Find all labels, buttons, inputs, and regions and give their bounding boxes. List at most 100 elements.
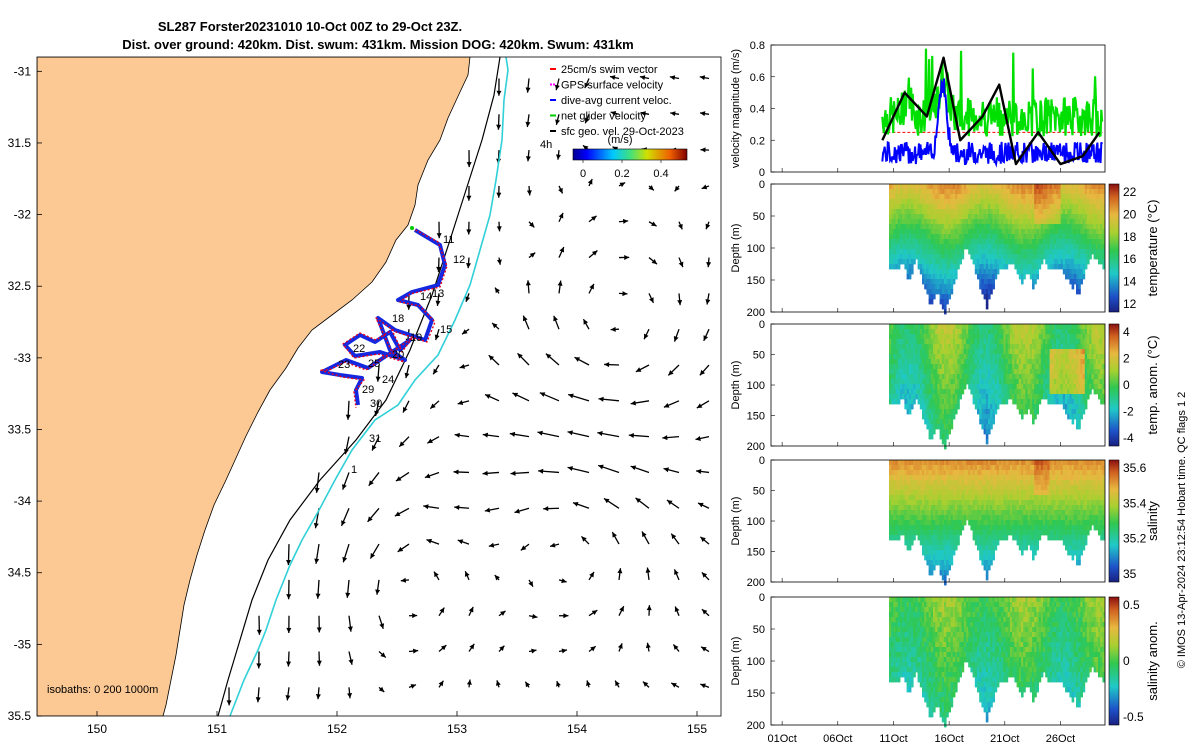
map-y-tick: -33 bbox=[14, 351, 32, 365]
salinity-cbar-tick: 35.4 bbox=[1123, 496, 1147, 510]
legend-entry: net glider velocity bbox=[561, 111, 646, 123]
sal_anom-y-tick: 0 bbox=[759, 592, 765, 604]
map-x-tick: 154 bbox=[567, 722, 587, 736]
salinity-ylabel: Depth (m) bbox=[730, 497, 742, 546]
speed-colorbar bbox=[572, 148, 688, 161]
day-label: 22 bbox=[353, 343, 365, 355]
isobath-1000m bbox=[229, 57, 509, 716]
legend-entry: 25cm/s swim vector bbox=[561, 64, 658, 76]
map-y-tick: 32.5 bbox=[8, 279, 32, 293]
day-label: 14 bbox=[420, 291, 432, 303]
sal_anom-cbar-tick: 0.5 bbox=[1123, 598, 1140, 612]
temp_anom-y-tick: 0 bbox=[759, 319, 765, 331]
colorbar-label: (m/s) bbox=[607, 134, 632, 146]
temperature-y-tick: 0 bbox=[759, 179, 765, 191]
sal_anom-y-tick: 50 bbox=[753, 624, 765, 636]
sal_anom-y-tick: 200 bbox=[747, 720, 765, 732]
velocity-y-tick: 0 bbox=[759, 167, 765, 179]
time-x-tick: 06Oct bbox=[823, 733, 852, 745]
isobaths-label: isobaths: 0 200 1000m bbox=[47, 684, 158, 696]
title-line-2: Dist. over ground: 420km. Dist. swum: 43… bbox=[122, 37, 634, 52]
velocity-y-tick: 0.2 bbox=[750, 135, 765, 147]
temperature-ylabel: Depth (m) bbox=[730, 224, 742, 273]
time-series-panels: 0 0.2 0.4 0.6 0.8 velocity magnitude (m/s) 0 50… bbox=[730, 40, 1160, 745]
temperature-cbar-tick: 20 bbox=[1123, 207, 1137, 221]
map-y-tick: 34.5 bbox=[8, 566, 32, 580]
day-label: 15 bbox=[440, 324, 452, 336]
temperature-colorbar bbox=[1108, 183, 1120, 313]
map-y-tick: -31 bbox=[14, 64, 32, 78]
time-x-tick: 11Oct bbox=[879, 733, 908, 745]
colorbar-tick: 0.4 bbox=[653, 168, 668, 180]
temperature-cbar-tick: 12 bbox=[1123, 297, 1137, 311]
salinity-cbar-tick: 35.6 bbox=[1123, 461, 1147, 475]
isobath-200m bbox=[217, 57, 501, 716]
colorbar-tick: 0.2 bbox=[614, 168, 629, 180]
map-x-tick: 153 bbox=[447, 722, 467, 736]
temp_anom-y-tick: 200 bbox=[747, 441, 765, 453]
temperature-cbar-tick: 14 bbox=[1123, 275, 1137, 289]
map-y-tick: -35 bbox=[14, 637, 32, 651]
panel-velocity: 0 0.2 0.4 0.6 0.8 velocity magnitude (m/s) bbox=[730, 40, 1106, 179]
salinity-cbar-label: salinity bbox=[1145, 501, 1160, 541]
map-y-tick: -34 bbox=[14, 494, 32, 508]
temp_anom-cbar-tick: 4 bbox=[1123, 325, 1130, 339]
temp_anom-cbar-tick: -4 bbox=[1123, 431, 1134, 445]
velocity-y-tick: 0.8 bbox=[750, 40, 765, 52]
temp_anom-ylabel: Depth (m) bbox=[730, 361, 742, 410]
salinity-cbar-tick: 35 bbox=[1123, 567, 1137, 581]
day-label: 23 bbox=[338, 359, 350, 371]
series-sfc-geo-vel bbox=[881, 56, 1101, 166]
temp_anom-cbar-tick: -2 bbox=[1123, 405, 1134, 419]
salinity-y-tick: 50 bbox=[753, 486, 765, 498]
temp_anom-colorbar bbox=[1108, 323, 1120, 447]
map-legend: 25cm/s swim vector GPS surface velocity di… bbox=[550, 64, 684, 138]
day-label: 13 bbox=[432, 288, 444, 300]
time-label: 4h bbox=[540, 139, 552, 151]
day-label: 24 bbox=[382, 374, 394, 386]
time-x-tick: 21Oct bbox=[990, 733, 1019, 745]
temp_anom-cbar-tick: 2 bbox=[1123, 352, 1130, 366]
panel-temp_anom: 0 50 100 150 200 Depth (m) 4 2 0 -2 -4 temp. anom. … bbox=[730, 319, 1160, 453]
salinity-y-tick: 200 bbox=[747, 577, 765, 589]
title-line-1: SL287 Forster20231010 10-Oct 00Z to 29-O… bbox=[158, 19, 462, 34]
time-x-tick: 26Oct bbox=[1046, 733, 1075, 745]
day-label: 1 bbox=[351, 464, 357, 476]
sal_anom-cbar-tick: 0 bbox=[1123, 654, 1130, 668]
sal_anom-cbar-tick: -0.5 bbox=[1123, 710, 1144, 724]
day-label: 19 bbox=[410, 332, 422, 344]
panel-temperature: 0 50 100 150 200 Depth (m) 22 20 18 16 14 12 tempera… bbox=[730, 179, 1160, 319]
legend-entry: GPS surface velocity bbox=[561, 80, 664, 92]
temp_anom-cbar-label: temp. anom. (°C) bbox=[1145, 335, 1160, 434]
temperature-y-tick: 200 bbox=[747, 307, 765, 319]
legend-entry: dive-avg current veloc. bbox=[561, 95, 672, 107]
sal_anom-ylabel: Depth (m) bbox=[730, 637, 742, 686]
land bbox=[37, 57, 471, 716]
velocity-y-tick: 0.6 bbox=[750, 72, 765, 84]
temperature-y-tick: 150 bbox=[747, 275, 765, 287]
temperature-cbar-tick: 22 bbox=[1123, 185, 1137, 199]
map-x-tick: 150 bbox=[87, 722, 107, 736]
sal_anom-colorbar bbox=[1108, 596, 1120, 726]
salinity-y-tick: 0 bbox=[759, 455, 765, 467]
map-y-tick: 33.5 bbox=[8, 422, 32, 436]
salinity-cbar-tick: 35.2 bbox=[1123, 532, 1147, 546]
salinity-y-tick: 150 bbox=[747, 547, 765, 559]
glider-track bbox=[319, 226, 448, 409]
salinity-y-tick: 100 bbox=[747, 516, 765, 528]
map-y-tick: -32 bbox=[14, 208, 32, 222]
temperature-cbar-tick: 16 bbox=[1123, 252, 1137, 266]
sal_anom-y-tick: 100 bbox=[747, 656, 765, 668]
map-y-tick: 31.5 bbox=[8, 136, 32, 150]
day-label: 29 bbox=[362, 384, 374, 396]
temp_anom-y-tick: 100 bbox=[747, 380, 765, 392]
map-panel: 150 151 152 153 154 155 -3131.5-3232.5-3333.5… bbox=[8, 56, 722, 736]
temp_anom-y-tick: 150 bbox=[747, 411, 765, 423]
day-label: 20 bbox=[392, 349, 404, 361]
temperature-y-tick: 100 bbox=[747, 243, 765, 255]
salinity-colorbar bbox=[1108, 459, 1120, 583]
velocity-ylabel: velocity magnitude (m/s) bbox=[730, 49, 742, 168]
